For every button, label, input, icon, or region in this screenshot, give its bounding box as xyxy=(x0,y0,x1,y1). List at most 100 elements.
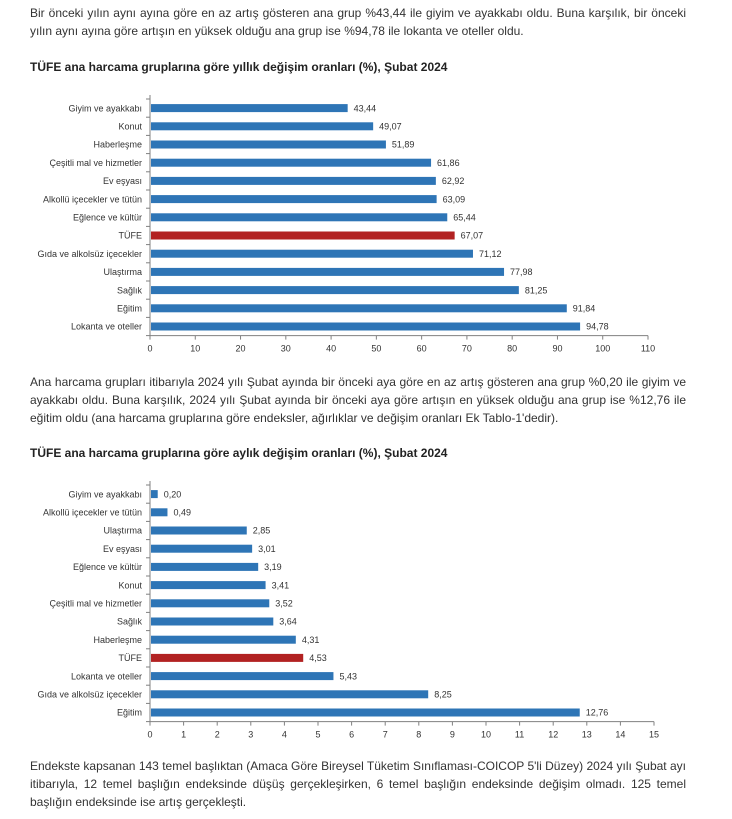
value-label-lokanta-ve-oteller: 5,43 xyxy=(339,671,357,681)
x-tick-label: 5 xyxy=(315,730,320,740)
bar-egitim xyxy=(151,304,567,313)
category-label-gida-ve-alkolsuz-icecekler: Gıda ve alkolsüz içecekler xyxy=(37,689,142,699)
category-label-lokanta-ve-oteller: Lokanta ve oteller xyxy=(71,671,142,681)
bar-cesitli-mal-ve-hizmetler xyxy=(151,599,270,608)
value-label-alkollu-icecekler-ve-tutun: 0,49 xyxy=(173,507,191,517)
category-label-konut: Konut xyxy=(118,580,142,590)
value-label-cesitli-mal-ve-hizmetler: 3,52 xyxy=(275,598,293,608)
category-label-alkollu-icecekler-ve-tutun: Alkollü içecekler ve tütün xyxy=(43,194,142,204)
category-label-ev-esyasi: Ev eşyası xyxy=(103,544,142,554)
x-tick-label: 40 xyxy=(326,344,336,354)
x-tick-label: 100 xyxy=(595,344,610,354)
value-label-gida-ve-alkolsuz-icecekler: 71,12 xyxy=(479,249,502,259)
x-tick-label: 10 xyxy=(190,344,200,354)
category-label-gida-ve-alkolsuz-icecekler: Gıda ve alkolsüz içecekler xyxy=(37,249,142,259)
value-label-haberlesme: 4,31 xyxy=(302,635,320,645)
bar-tufe xyxy=(151,653,304,662)
category-label-egitim: Eğitim xyxy=(117,708,142,718)
x-tick-label: 60 xyxy=(417,344,427,354)
bar-haberlesme xyxy=(151,140,386,149)
x-tick-label: 20 xyxy=(236,344,246,354)
value-label-haberlesme: 51,89 xyxy=(392,140,415,150)
bar-gida-ve-alkolsuz-icecekler xyxy=(151,249,473,258)
paragraph-monthly-summary: Ana harcama grupları itibarıyla 2024 yıl… xyxy=(30,375,686,425)
x-tick-label: 9 xyxy=(450,730,455,740)
x-tick-label: 30 xyxy=(281,344,291,354)
category-label-alkollu-icecekler-ve-tutun: Alkollü içecekler ve tütün xyxy=(43,507,142,517)
value-label-egitim: 12,76 xyxy=(586,708,609,718)
bar-konut xyxy=(151,122,374,131)
x-tick-label: 8 xyxy=(416,730,421,740)
value-label-gida-ve-alkolsuz-icecekler: 8,25 xyxy=(434,689,452,699)
x-tick-label: 14 xyxy=(615,730,625,740)
value-label-cesitli-mal-ve-hizmetler: 61,86 xyxy=(437,158,460,168)
x-tick-label: 11 xyxy=(515,730,524,740)
value-label-ev-esyasi: 62,92 xyxy=(442,176,465,186)
category-label-eglence-ve-kultur: Eğlence ve kültür xyxy=(73,212,142,222)
paragraph-basic-headings: Endekste kapsanan 143 temel başlıktan (A… xyxy=(30,759,686,809)
x-tick-label: 10 xyxy=(481,730,491,740)
x-tick-label: 0 xyxy=(147,730,152,740)
value-label-tufe: 67,07 xyxy=(461,231,484,241)
value-label-egitim: 91,84 xyxy=(573,303,596,313)
value-label-ulastirma: 77,98 xyxy=(510,267,533,277)
value-label-ulastirma: 2,85 xyxy=(253,526,271,536)
category-label-ulastirma: Ulaştırma xyxy=(103,526,142,536)
value-label-alkollu-icecekler-ve-tutun: 63,09 xyxy=(443,194,466,204)
category-label-konut: Konut xyxy=(118,121,142,131)
x-tick-label: 13 xyxy=(582,730,592,740)
bar-konut xyxy=(151,581,266,590)
x-tick-label: 1 xyxy=(181,730,186,740)
x-tick-label: 4 xyxy=(282,730,287,740)
bar-saglik xyxy=(151,617,274,626)
bar-giyim-ve-ayakkabi xyxy=(151,104,348,113)
bar-ev-esyasi xyxy=(151,176,436,185)
value-label-konut: 49,07 xyxy=(379,121,402,131)
value-label-lokanta-ve-oteller: 94,78 xyxy=(586,322,609,332)
x-tick-label: 90 xyxy=(552,344,562,354)
paragraph-annual-summary: Bir önceki yılın aynı ayına göre en az a… xyxy=(30,6,686,38)
x-tick-label: 110 xyxy=(641,344,655,354)
value-label-saglik: 81,25 xyxy=(525,285,548,295)
bar-lokanta-ve-oteller xyxy=(151,322,581,331)
category-label-lokanta-ve-oteller: Lokanta ve oteller xyxy=(71,322,142,332)
value-label-konut: 3,41 xyxy=(272,580,290,590)
x-tick-label: 80 xyxy=(507,344,517,354)
annual-change-bar-chart: 0 10 20 30 40 50 60 70 80 90 100 110 Giyim ve ayakka… xyxy=(37,95,655,354)
category-label-ulastirma: Ulaştırma xyxy=(103,267,142,277)
value-label-tufe: 4,53 xyxy=(309,653,327,663)
category-label-egitim: Eğitim xyxy=(117,303,142,313)
bar-ulastirma xyxy=(151,267,505,276)
x-tick-label: 6 xyxy=(349,730,354,740)
value-label-saglik: 3,64 xyxy=(279,617,297,627)
bar-eglence-ve-kultur xyxy=(151,213,448,222)
category-label-cesitli-mal-ve-hizmetler: Çeşitli mal ve hizmetler xyxy=(49,158,142,168)
category-label-saglik: Sağlık xyxy=(117,285,143,295)
category-label-haberlesme: Haberleşme xyxy=(93,140,142,150)
bar-alkollu-icecekler-ve-tutun xyxy=(151,195,437,204)
bar-ev-esyasi xyxy=(151,544,253,553)
value-label-eglence-ve-kultur: 3,19 xyxy=(264,562,282,572)
bar-gida-ve-alkolsuz-icecekler xyxy=(151,690,429,699)
x-tick-label: 2 xyxy=(215,730,220,740)
x-tick-label: 15 xyxy=(649,730,659,740)
bar-giyim-ve-ayakkabi xyxy=(151,490,158,499)
bar-alkollu-icecekler-ve-tutun xyxy=(151,508,168,517)
category-label-giyim-ve-ayakkabi: Giyim ve ayakkabı xyxy=(68,103,142,113)
bar-haberlesme xyxy=(151,635,296,644)
category-label-saglik: Sağlık xyxy=(117,617,143,627)
value-label-ev-esyasi: 3,01 xyxy=(258,544,276,554)
category-label-tufe: TÜFE xyxy=(119,653,143,663)
category-label-giyim-ve-ayakkabi: Giyim ve ayakkabı xyxy=(68,489,142,499)
bar-lokanta-ve-oteller xyxy=(151,672,334,681)
bar-saglik xyxy=(151,286,519,295)
monthly-chart-title: TÜFE ana harcama gruplarına göre aylık d… xyxy=(30,446,448,460)
category-label-eglence-ve-kultur: Eğlence ve kültür xyxy=(73,562,142,572)
x-tick-label: 7 xyxy=(383,730,388,740)
value-label-eglence-ve-kultur: 65,44 xyxy=(453,212,476,222)
bar-cesitli-mal-ve-hizmetler xyxy=(151,158,432,167)
x-tick-label: 3 xyxy=(248,730,253,740)
category-label-haberlesme: Haberleşme xyxy=(93,635,142,645)
bar-tufe xyxy=(151,231,455,240)
